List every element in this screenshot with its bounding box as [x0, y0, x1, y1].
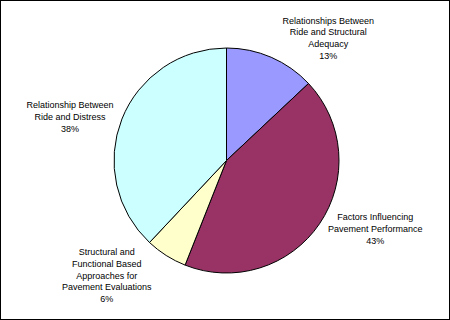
- svg-text:Relationships BetweenRide and: Relationships BetweenRide and Structural…: [282, 16, 374, 61]
- svg-text:Factors InfluencingPavement Pe: Factors InfluencingPavement Performance4…: [328, 212, 423, 245]
- svg-text:Structural andFunctional Based: Structural andFunctional BasedApproaches…: [62, 247, 152, 304]
- svg-text:Relationship BetweenRide and D: Relationship BetweenRide and Distress38%: [26, 100, 113, 133]
